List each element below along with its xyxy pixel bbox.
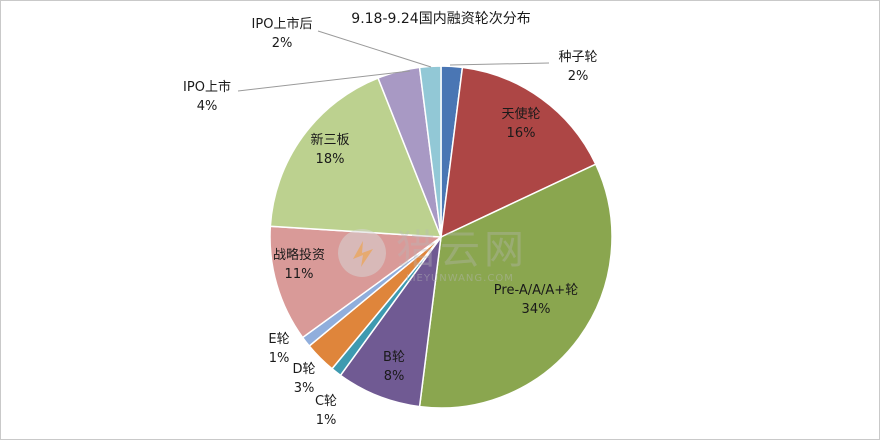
leader-line-ipo上市	[237, 70, 411, 92]
slice-label-ipo上市: IPO上市 4%	[183, 79, 231, 114]
slice-percent-label: 1%	[316, 413, 337, 428]
pie-slice-天使轮	[440, 66, 597, 239]
slice-category-label: 种子轮	[558, 50, 597, 65]
slice-percent-label: 3%	[294, 381, 315, 396]
slice-category-label: 战略投资	[273, 247, 325, 263]
slice-percent-label: 8%	[384, 369, 405, 384]
slice-percent-label: 11%	[285, 267, 314, 282]
slice-label-ipo上市后: IPO上市后 2%	[252, 16, 313, 51]
slice-labels: 种子轮 2%天使轮 16%Pre-A/A/A+轮 34%B轮 8%C轮 1%D轮 3%E轮 1…	[183, 16, 597, 428]
leader-line-种子轮	[449, 62, 550, 66]
slice-category-label: 新三板	[310, 132, 349, 148]
slice-category-label: C轮	[315, 394, 337, 409]
slice-category-label: Pre-A/A/A+轮	[494, 283, 578, 298]
chart-title: 9.18-9.24国内融资轮次分布	[351, 11, 530, 27]
pie-slice-新三板	[269, 77, 443, 238]
slice-label-b轮: B轮 8%	[383, 350, 405, 384]
slice-percent-label: 34%	[522, 302, 551, 317]
watermark-flame-icon	[353, 241, 373, 267]
slice-label-战略投资: 战略投资 11%	[273, 247, 325, 282]
slice-label-种子轮: 种子轮 2%	[558, 50, 597, 84]
slice-label-d轮: D轮 3%	[292, 362, 315, 396]
pie-slice-pre-a-a-a-轮	[418, 163, 613, 409]
leader-lines	[237, 30, 550, 92]
slice-percent-label: 18%	[316, 152, 345, 167]
slice-percent-label: 2%	[272, 36, 293, 51]
watermark-url: LIEYUNWANG.COM	[406, 273, 514, 284]
watermark-logo: 猎云网 LIEYUNWANG.COM	[338, 227, 528, 284]
slice-category-label: B轮	[383, 350, 405, 365]
slice-category-label: IPO上市	[183, 79, 231, 95]
slice-category-label: IPO上市后	[252, 16, 313, 32]
slice-percent-label: 16%	[507, 126, 536, 141]
slice-category-label: 天使轮	[501, 106, 540, 122]
slice-label-pre-a-a-a-轮: Pre-A/A/A+轮 34%	[494, 283, 578, 317]
slice-category-label: D轮	[292, 362, 315, 377]
watermark-text: 猎云网	[396, 227, 528, 273]
slice-percent-label: 2%	[568, 69, 589, 84]
slice-label-天使轮: 天使轮 16%	[501, 106, 540, 141]
slice-label-新三板: 新三板 18%	[310, 132, 349, 167]
slice-percent-label: 4%	[197, 99, 218, 114]
slice-category-label: E轮	[268, 332, 289, 347]
pie-slices	[269, 65, 613, 409]
slice-percent-label: 1%	[269, 351, 290, 366]
leader-line-ipo上市后	[317, 30, 432, 68]
slice-label-c轮: C轮 1%	[315, 394, 337, 428]
slice-label-e轮: E轮 1%	[268, 332, 289, 366]
pie-slice-战略投资	[269, 225, 444, 339]
